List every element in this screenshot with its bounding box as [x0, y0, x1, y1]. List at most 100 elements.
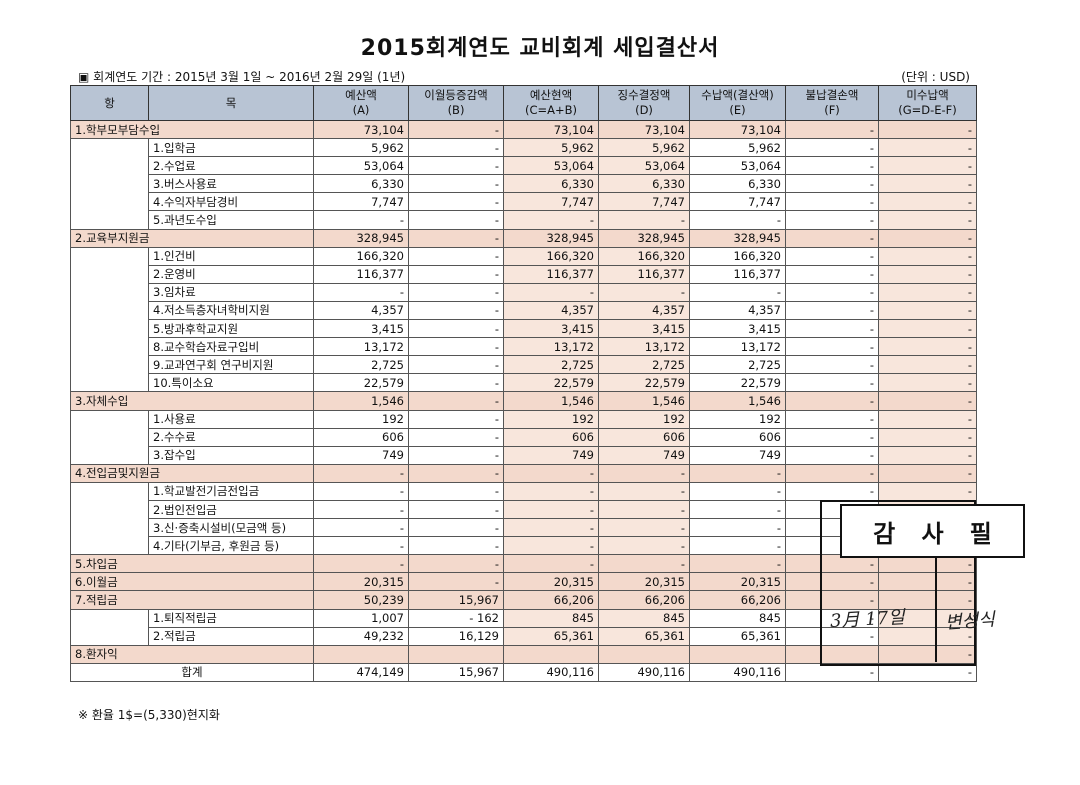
value-cell: -	[408, 572, 504, 592]
value-cell: 20,315	[503, 572, 599, 592]
value-cell: -	[785, 174, 879, 194]
value-cell: -	[313, 518, 409, 538]
value-cell	[313, 644, 409, 664]
stamp-char: 감	[873, 519, 896, 548]
table-row-group: 2.교육부지원금 328,945-328,945 328,945 328,945- -	[70, 228, 977, 248]
value-cell: -	[878, 210, 977, 230]
value-cell: -	[408, 481, 504, 501]
value-cell	[785, 644, 879, 664]
stamp-char: 사	[921, 519, 944, 548]
value-cell: -	[408, 156, 504, 176]
value-cell: 6,330	[313, 174, 409, 194]
value-cell: 53,064	[503, 156, 599, 176]
value-cell: 749	[503, 445, 599, 465]
value-cell: 192	[313, 409, 409, 429]
row-label: 4.전입금및지원금	[70, 463, 314, 483]
value-cell: 7,747	[503, 192, 599, 212]
value-cell: 5,962	[689, 138, 786, 158]
value-cell: 606	[313, 427, 409, 447]
hang-blank-cell	[70, 246, 149, 393]
row-label: 7.적립금	[70, 590, 314, 610]
value-cell: -	[598, 210, 690, 230]
currency-unit: (단위 : USD)	[901, 70, 970, 84]
value-cell: -	[878, 391, 977, 411]
row-label: 2.수수료	[148, 427, 314, 447]
value-cell: -	[598, 518, 690, 538]
value-cell: -	[878, 644, 977, 664]
value-cell: -	[313, 499, 409, 520]
value-cell: -	[878, 463, 977, 483]
value-cell: -	[313, 536, 409, 556]
value-cell: -	[408, 138, 504, 158]
stamp-divider	[935, 558, 937, 662]
row-label: 2.수업료	[148, 156, 314, 176]
value-cell: -	[408, 174, 504, 194]
exchange-rate-note: ※ 환율 1$=(5,330)현지화	[78, 708, 220, 722]
value-cell: -	[785, 282, 879, 302]
row-label: 2.운영비	[148, 264, 314, 284]
value-cell: 1,546	[503, 391, 599, 411]
value-cell: -	[878, 373, 977, 393]
hang-blank-cell	[70, 409, 149, 465]
value-cell: 2,725	[313, 355, 409, 375]
value-cell: -	[408, 300, 504, 321]
value-cell: -	[878, 608, 977, 628]
value-cell: 5,962	[598, 138, 690, 158]
row-label: 9.교과연구회 연구비지원	[148, 355, 314, 375]
audit-stamp-title: 감 사 필	[840, 504, 1025, 558]
row-label: 1.학부모부담수입	[70, 119, 314, 140]
table-row: 8.교수학습자료구입비 13,172-13,172 13,172 13,172- -	[71, 337, 977, 357]
value-cell: 328,945	[313, 228, 409, 248]
hang-blank-cell	[70, 608, 149, 646]
value-cell: 65,361	[689, 626, 786, 646]
value-cell: 2,725	[689, 355, 786, 375]
value-cell: 73,104	[689, 119, 786, 140]
value-cell: 6,330	[598, 174, 690, 194]
value-cell: -	[878, 174, 977, 194]
value-cell: 7,747	[689, 192, 786, 212]
value-cell: -	[689, 499, 786, 520]
row-label: 4.저소득층자녀학비지원	[148, 300, 314, 321]
value-cell: -	[408, 282, 504, 302]
table-row-group: 7.적립금 50,239 15,967 66,206 66,206 66,206- -	[70, 590, 977, 610]
value-cell: -	[503, 499, 599, 520]
value-cell: 3,415	[503, 319, 599, 339]
value-cell: -	[785, 409, 879, 429]
value-cell: 606	[503, 427, 599, 447]
table-row-group: 1.학부모부담수입 73,104-73,104 73,104 73,104- -	[70, 119, 977, 140]
value-cell: 13,172	[313, 337, 409, 357]
value-cell: -	[878, 156, 977, 176]
value-cell: -	[408, 463, 504, 483]
header-outstanding: 미수납액 (G=D-E-F)	[878, 85, 977, 121]
value-cell: -	[408, 391, 504, 411]
hang-blank-cell	[70, 481, 149, 556]
row-label: 10.특이소요	[148, 373, 314, 393]
value-cell: -	[408, 518, 504, 538]
value-cell: -	[878, 282, 977, 302]
stamp-char: 필	[969, 519, 992, 548]
value-cell: -	[785, 572, 879, 592]
value-cell: -	[598, 554, 690, 574]
value-cell: -	[785, 554, 879, 574]
table-row: 2.적립금 49,232 16,129 65,361 65,361 65,361- -	[71, 626, 977, 646]
value-cell: -	[313, 210, 409, 230]
value-cell: -	[785, 662, 879, 682]
header-budget: 예산액 (A)	[313, 85, 409, 121]
value-cell: 845	[598, 608, 690, 628]
value-cell: -	[408, 264, 504, 284]
table-row-total: 합계 474,149 15,967 490,116 490,116 490,116- -	[70, 662, 977, 682]
value-cell: 116,377	[313, 264, 409, 284]
value-cell: 166,320	[313, 246, 409, 266]
value-cell: -	[408, 427, 504, 447]
value-cell: 4,357	[598, 300, 690, 321]
value-cell: -	[408, 119, 504, 140]
header-unpaid-loss: 불납결손액 (F)	[785, 85, 879, 121]
value-cell: 192	[503, 409, 599, 429]
table-row: 1.학교발전기금전입금 - - - - - - -	[70, 481, 977, 556]
value-cell: -	[689, 554, 786, 574]
value-cell: 4,357	[689, 300, 786, 321]
row-label: 3.버스사용료	[148, 174, 314, 194]
value-cell: 22,579	[503, 373, 599, 393]
value-cell: -	[878, 554, 977, 574]
row-label: 2.교육부지원금	[70, 228, 314, 248]
